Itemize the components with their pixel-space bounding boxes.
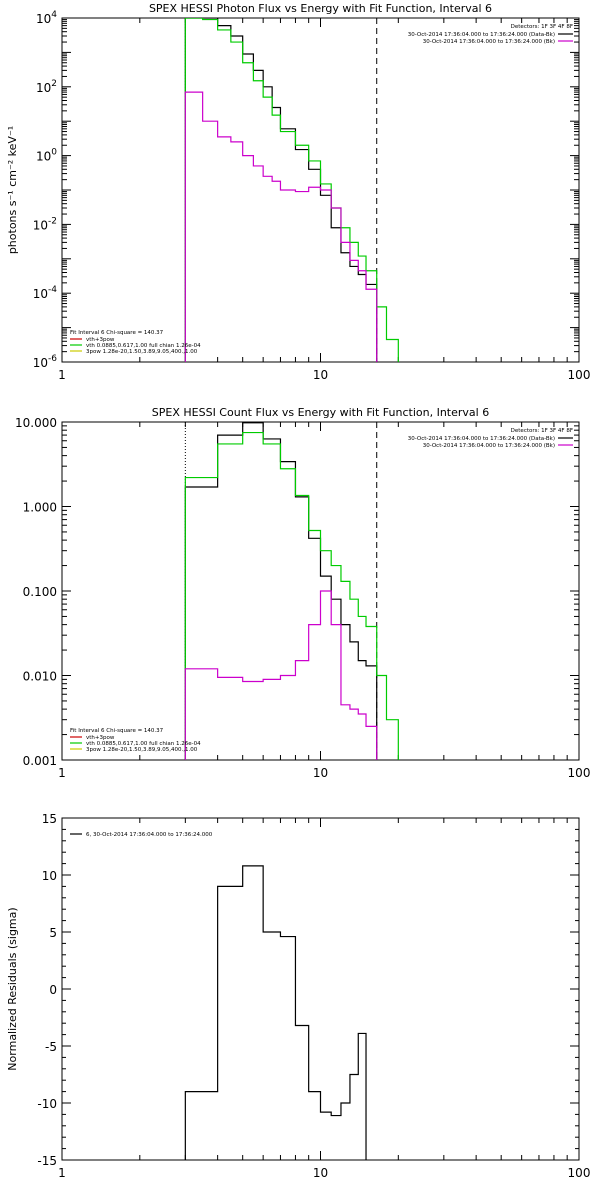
panel-2: SPEX HESSI Count Flux vs Energy with Fit… [15, 406, 590, 780]
legend-entry: vth 0.0885,0.617,1.00 full chian 1.26e-0… [86, 343, 201, 349]
y-tick-label: 10-2 [33, 216, 57, 232]
panel-title: SPEX HESSI Photon Flux vs Energy with Fi… [149, 2, 492, 15]
legend-entry: 3pow 1.28e-20,1.50,3.89,9.05,400.,1.00 [86, 747, 198, 753]
y-tick-label: 5 [49, 926, 57, 940]
panel-1: SPEX HESSI Photon Flux vs Energy with Fi… [6, 2, 590, 382]
legend-entry: 30-Oct-2014 17:36:04.000 to 17:36:24.000… [423, 39, 555, 45]
x-tick-label: 10 [313, 368, 328, 382]
y-tick-label: 100 [36, 148, 57, 164]
y-tick-exponent: -4 [48, 285, 57, 295]
x-tick-label: 1 [58, 368, 66, 382]
x-tick-label: 1 [58, 766, 66, 780]
legend-entry: vth+3pow [86, 735, 115, 741]
y-tick-label: 0.010 [23, 670, 57, 684]
y-tick-exponent: 2 [51, 79, 57, 89]
series-2 [184, 431, 399, 760]
y-tick-label: 102 [36, 79, 57, 95]
legend-fit-title: Fit Interval 6 Chi-square = 140.37 [70, 728, 164, 734]
panel-3: 1 10 100 -15 -10 -5 0 5 10 15 Normalized Residuals… [6, 812, 590, 1180]
series-2 [184, 18, 399, 362]
y-tick-base: 10 [33, 356, 48, 370]
y-tick-label: 10-6 [33, 354, 58, 370]
legend-entry: vth+3pow [86, 337, 115, 343]
x-tick-label: 100 [568, 1166, 591, 1180]
legend-entry: 6, 30-Oct-2014 17:36:04.000 to 17:36:24.… [86, 832, 213, 838]
y-tick-label: -5 [45, 1040, 57, 1054]
y-tick-exponent: 0 [51, 148, 57, 158]
y-axis-label: Normalized Residuals (sigma) [6, 907, 19, 1070]
y-tick-base: 10 [36, 12, 51, 26]
y-tick-base: 10 [33, 218, 48, 232]
x-tick-label: 10 [313, 766, 328, 780]
series-1 [184, 865, 367, 1160]
y-tick-label: 0.100 [23, 585, 57, 599]
y-tick-base: 10 [33, 287, 48, 301]
y-tick-label: 10.000 [15, 416, 57, 430]
y-tick-label: 104 [36, 10, 57, 26]
series-line [184, 91, 378, 362]
y-tick-label: 0 [49, 983, 57, 997]
y-tick-label: 10-4 [33, 285, 58, 301]
series-1 [184, 422, 378, 760]
legend-entry: 30-Oct-2014 17:36:04.000 to 17:36:24.000… [408, 436, 555, 442]
y-tick-label: 10 [42, 869, 57, 883]
series-3 [184, 590, 378, 760]
y-tick-label: -15 [37, 1154, 57, 1168]
legend-title: Detectors: 1F 3F 4F 8F [511, 24, 573, 30]
series-line [184, 431, 399, 760]
series-line [184, 18, 399, 362]
y-tick-exponent: -2 [48, 216, 57, 226]
y-tick-base: 10 [36, 81, 51, 95]
y-tick-exponent: 4 [51, 10, 57, 20]
legend-entry: 30-Oct-2014 17:36:04.000 to 17:36:24.000… [423, 443, 555, 449]
series-line [184, 590, 378, 760]
y-axis-label: photons s⁻¹ cm⁻² keV⁻¹ [6, 126, 19, 254]
panel-title: SPEX HESSI Count Flux vs Energy with Fit… [152, 406, 489, 419]
legend-title: Detectors: 1F 3F 4F 8F [511, 428, 573, 434]
y-tick-label: 15 [42, 812, 57, 826]
x-tick-label: 1 [58, 1166, 66, 1180]
y-tick-label: 0.001 [23, 754, 57, 768]
legend-entry: 3pow 1.28e-20,1.50,3.89,9.05,400.,1.00 [86, 349, 198, 355]
series-line [184, 865, 367, 1160]
x-tick-label: 100 [568, 368, 591, 382]
y-tick-label: 1.000 [23, 501, 57, 515]
x-tick-label: 10 [313, 1166, 328, 1180]
y-tick-label: -10 [37, 1097, 57, 1111]
series-3 [184, 91, 378, 362]
y-tick-exponent: -6 [48, 354, 57, 364]
y-tick-base: 10 [36, 150, 51, 164]
series-line [184, 422, 378, 760]
x-tick-label: 100 [568, 766, 591, 780]
legend-entry: vth 0.0885,0.617,1.00 full chian 1.26e-0… [86, 741, 201, 747]
legend-fit-title: Fit Interval 6 Chi-square = 140.37 [70, 330, 164, 336]
legend-entry: 30-Oct-2014 17:36:04.000 to 17:36:24.000… [408, 32, 555, 38]
